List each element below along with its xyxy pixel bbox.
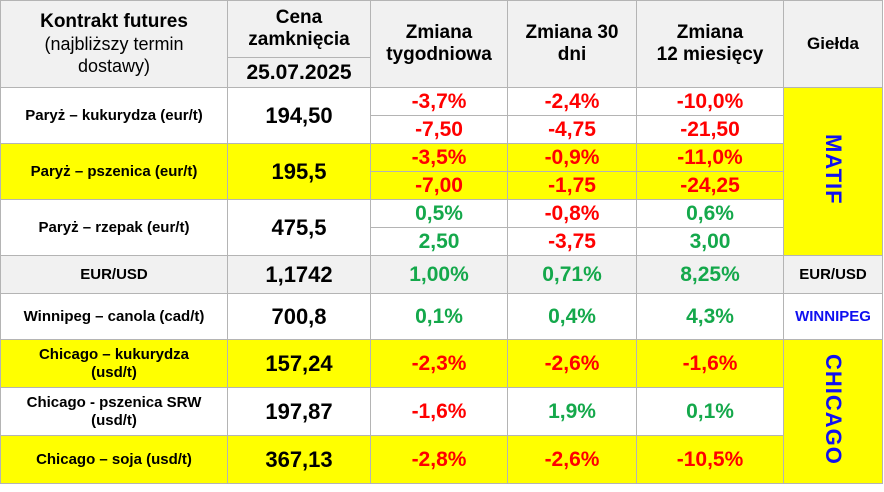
weekly-change-abs: -7,00 <box>370 171 508 200</box>
header-30d-line1: Zmiana 30 <box>525 22 619 43</box>
d30-change: -2,6% <box>507 339 637 388</box>
close-price: 475,5 <box>227 199 371 256</box>
header-exchange: Giełda <box>783 0 883 88</box>
table-row: 2,50 -3,75 3,00 <box>1 227 883 256</box>
weekly-change-abs: -7,50 <box>370 115 508 144</box>
contract-name: Winnipeg – canola (cad/t) <box>0 293 228 340</box>
contract-name: Chicago – soja (usd/t) <box>0 435 228 484</box>
table-row: Paryż – rzepak (eur/t) 475,5 0,5% -0,8% … <box>0 199 883 256</box>
close-price: 197,87 <box>227 387 371 436</box>
table-row: Chicago – kukurydza (usd/t) 157,24 -2,3%… <box>0 339 883 484</box>
header-close-line1: Cena <box>275 7 323 28</box>
close-price: 157,24 <box>227 339 371 388</box>
weekly-change: -2,8% <box>370 435 508 484</box>
header-30d-line2: dni <box>557 44 587 65</box>
contract-name: Chicago – kukurydza (usd/t) <box>0 339 228 388</box>
header-12m-line1: Zmiana <box>676 22 744 43</box>
exchange-winnipeg: WINNIPEG <box>783 293 883 340</box>
weekly-change-pct: 0,5% <box>370 199 508 228</box>
close-price: 1,1742 <box>227 255 371 294</box>
d30-change-pct: -0,8% <box>507 199 637 228</box>
header-close-price: Cena zamknięcia <box>227 0 371 58</box>
contract-name: Paryż – rzepak (eur/t) <box>0 199 228 256</box>
close-price: 194,50 <box>227 87 371 144</box>
d30-change: 1,9% <box>507 387 637 436</box>
m12-change-abs: 3,00 <box>636 227 784 256</box>
table-row: Chicago – soja (usd/t) 367,13 -2,8% -2,6… <box>0 435 883 484</box>
contract-name-line2: (usd/t) <box>91 363 137 381</box>
table-row: Chicago - pszenica SRW (usd/t) 197,87 -1… <box>0 387 883 436</box>
close-price: 700,8 <box>227 293 371 340</box>
contract-name-line2: (usd/t) <box>91 411 137 429</box>
header-contract: Kontrakt futures (najbliższy termin dost… <box>0 0 228 88</box>
close-price: 195,5 <box>227 143 371 200</box>
m12-change-pct: 0,6% <box>636 199 784 228</box>
header-contract-line3: dostawy) <box>77 56 151 76</box>
exchange-matif: MATIF <box>783 87 883 256</box>
weekly-change-pct: -3,5% <box>370 143 508 172</box>
d30-change: 0,71% <box>507 255 637 294</box>
contract-name-line1: Chicago - pszenica SRW <box>26 393 202 411</box>
weekly-change: -1,6% <box>370 387 508 436</box>
d30-change-abs: -1,75 <box>507 171 637 200</box>
m12-change-abs: -21,50 <box>636 115 784 144</box>
header-weekly-line2: tygodniowa <box>386 44 492 65</box>
d30-change-pct: -2,4% <box>507 87 637 116</box>
close-price: 367,13 <box>227 435 371 484</box>
header-12m: Zmiana 12 miesięcy <box>636 0 784 88</box>
header-weekly-line1: Zmiana <box>405 22 473 43</box>
m12-change: -10,5% <box>636 435 784 484</box>
weekly-change: -2,3% <box>370 339 508 388</box>
weekly-change: 1,00% <box>370 255 508 294</box>
m12-change: 4,3% <box>636 293 784 340</box>
table-row: Winnipeg – canola (cad/t) 700,8 0,1% 0,4… <box>0 293 883 340</box>
d30-change: 0,4% <box>507 293 637 340</box>
header-12m-line2: 12 miesięcy <box>656 44 764 65</box>
m12-change: -1,6% <box>636 339 784 388</box>
contract-name: EUR/USD <box>0 255 228 294</box>
contract-name: Paryż – pszenica (eur/t) <box>0 143 228 200</box>
header-contract-line2: (najbliższy termin <box>44 34 184 54</box>
table-row: -7,50 -4,75 -21,50 <box>1 115 883 144</box>
contract-name: Paryż – kukurydza (eur/t) <box>0 87 228 144</box>
table-row: EUR/USD 1,1742 1,00% 0,71% 8,25% EUR/USD <box>0 255 883 294</box>
d30-change-pct: -0,9% <box>507 143 637 172</box>
exchange-chicago: CHICAGO <box>783 339 883 484</box>
exchange-eurusd: EUR/USD <box>783 255 883 294</box>
m12-change: 0,1% <box>636 387 784 436</box>
exchange-chicago-label: CHICAGO <box>821 353 846 465</box>
weekly-change-pct: -3,7% <box>370 87 508 116</box>
table-row: Paryż – pszenica (eur/t) 195,5 -3,5% -0,… <box>0 143 883 200</box>
m12-change-abs: -24,25 <box>636 171 784 200</box>
d30-change: -2,6% <box>507 435 637 484</box>
weekly-change: 0,1% <box>370 293 508 340</box>
m12-change-pct: -11,0% <box>636 143 784 172</box>
d30-change-abs: -3,75 <box>507 227 637 256</box>
header-weekly: Zmiana tygodniowa <box>370 0 508 88</box>
m12-change-pct: -10,0% <box>636 87 784 116</box>
header-30d: Zmiana 30 dni <box>507 0 637 88</box>
contract-name: Chicago - pszenica SRW (usd/t) <box>0 387 228 436</box>
header-contract-line1: Kontrakt futures <box>40 11 188 32</box>
contract-name-line1: Chicago – kukurydza <box>38 345 190 363</box>
table-row: Paryż – kukurydza (eur/t) 194,50 -3,7% -… <box>0 87 883 256</box>
d30-change-abs: -4,75 <box>507 115 637 144</box>
m12-change: 8,25% <box>636 255 784 294</box>
header-close-date: 25.07.2025 <box>227 57 371 88</box>
weekly-change-abs: 2,50 <box>370 227 508 256</box>
header-close-line2: zamknięcia <box>248 29 350 50</box>
exchange-matif-label: MATIF <box>821 133 846 205</box>
